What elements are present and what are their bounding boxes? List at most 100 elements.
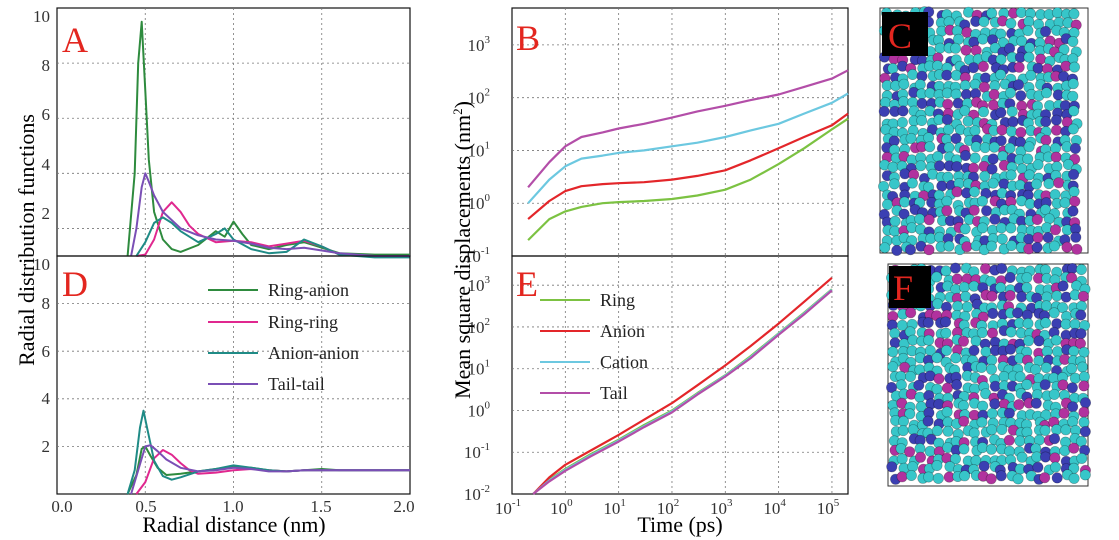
atom <box>1076 452 1088 464</box>
atom <box>1078 290 1090 302</box>
atom <box>1075 263 1087 275</box>
atom <box>942 425 954 437</box>
atom <box>949 262 961 274</box>
atom <box>986 290 998 302</box>
atom <box>976 416 988 428</box>
panel-d-xtick-4: 2.0 <box>393 497 414 516</box>
panel-f-letter-bg <box>889 266 931 308</box>
atom <box>932 151 944 163</box>
atom <box>995 107 1007 119</box>
atom <box>985 473 997 485</box>
atom <box>985 363 997 375</box>
atom <box>1016 451 1028 463</box>
atom <box>899 196 911 208</box>
panel-e-grid <box>512 256 848 494</box>
atom <box>950 88 962 100</box>
xtick-exp-0: -1 <box>512 497 521 509</box>
panel-e-legend: Ring Anion Cation Tail <box>540 290 648 403</box>
panel-d-series <box>126 409 410 495</box>
atom <box>1067 35 1079 47</box>
atom <box>887 346 899 358</box>
series-line-tail <box>527 69 849 189</box>
atom <box>1051 7 1063 19</box>
ytick-exp-3: 0 <box>485 399 491 411</box>
atom <box>951 186 963 198</box>
msd-ylabel-end: ) <box>450 101 475 108</box>
series-line-tail-tail <box>130 172 410 257</box>
atom <box>1023 141 1035 153</box>
panel-f: F <box>886 262 1092 487</box>
atom <box>1023 233 1035 245</box>
atom <box>989 398 1001 410</box>
atom <box>933 373 945 385</box>
atom <box>1014 435 1026 447</box>
atom <box>960 44 972 56</box>
atom <box>949 453 961 465</box>
atom <box>896 471 908 483</box>
xtick-label-6: 105 <box>817 497 840 518</box>
panel-f-letter: F <box>893 268 913 308</box>
panel-e-letter: E <box>516 264 538 304</box>
atom <box>1039 472 1051 484</box>
panel-a-letter: A <box>62 20 88 60</box>
panel-d-ytick-6: 6 <box>42 342 51 361</box>
atom <box>897 96 909 108</box>
atom <box>986 424 998 436</box>
atom <box>1067 78 1079 90</box>
msd-ylabel-sup: 2 <box>450 108 465 115</box>
atom <box>1012 307 1024 319</box>
atom <box>975 361 987 373</box>
atom <box>881 199 893 211</box>
atom <box>1031 178 1043 190</box>
atom <box>1040 204 1052 216</box>
atom <box>1021 272 1033 284</box>
atom <box>957 335 969 347</box>
atom <box>943 142 955 154</box>
atom <box>889 215 901 227</box>
atom <box>907 424 919 436</box>
atom <box>995 69 1007 81</box>
atom <box>969 125 981 137</box>
atom <box>949 42 961 54</box>
atom <box>978 81 990 93</box>
ytick-exp-1: 2 <box>485 316 491 328</box>
atom <box>923 214 935 226</box>
atom <box>962 115 974 127</box>
atom <box>969 152 981 164</box>
atom <box>923 244 935 256</box>
atom <box>1068 8 1080 20</box>
atom <box>1070 231 1082 243</box>
atom <box>1067 90 1079 102</box>
atom <box>1023 169 1035 181</box>
atom <box>950 352 962 364</box>
panel-a-ytick-8: 8 <box>42 56 51 75</box>
atom <box>922 317 934 329</box>
atom <box>951 379 963 391</box>
rdf-ylabel: Radial distribution functions <box>14 114 39 366</box>
atom <box>1078 416 1090 428</box>
panel-d-grid <box>57 256 410 494</box>
atom <box>906 177 918 189</box>
atom <box>959 105 971 117</box>
atom <box>897 425 909 437</box>
ytick-exp-4: -1 <box>481 441 490 453</box>
panel-e-yticks: 1 0 3 102 101 100 10-1 10-2 <box>464 274 491 504</box>
atom <box>1069 372 1081 384</box>
ytick-label-2: 101 <box>468 139 491 160</box>
atom <box>931 60 943 72</box>
atom <box>941 382 953 394</box>
atom <box>995 222 1007 234</box>
xtick-label-1: 100 <box>550 497 573 518</box>
atom <box>878 105 890 117</box>
atom <box>879 242 891 254</box>
atom <box>995 135 1007 147</box>
atom <box>923 334 935 346</box>
panel-a-grid <box>57 8 410 256</box>
xtick-label-0: 10-1 <box>495 497 521 518</box>
atom <box>943 240 955 252</box>
xtick-exp-3: 2 <box>674 497 680 509</box>
atom <box>980 388 992 400</box>
atom <box>1050 224 1062 236</box>
legend-label-anion: Anion <box>600 321 645 341</box>
